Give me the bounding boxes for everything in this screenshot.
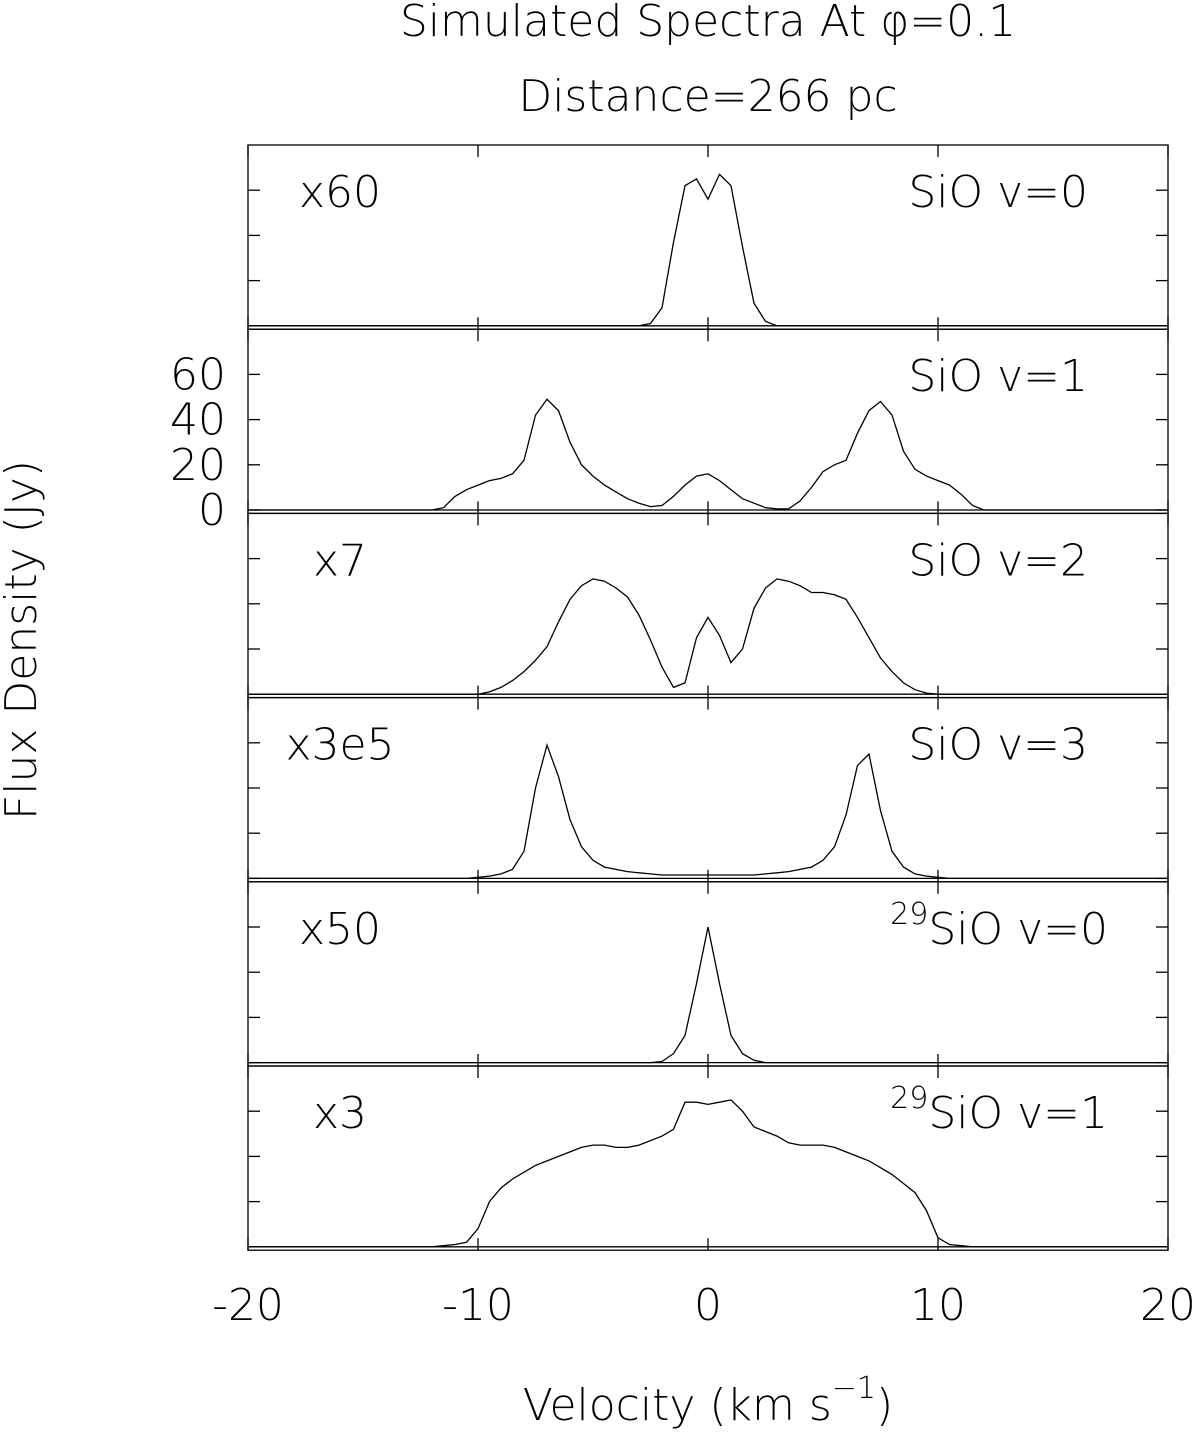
spectrum-line [248, 173, 1168, 327]
spectrum-line [248, 926, 1168, 1064]
y-tick-label: 40 [170, 395, 226, 446]
isotope-label: 29 [890, 1081, 928, 1116]
x-tick-label: -20 [212, 1280, 284, 1331]
x-tick-label: 10 [910, 1280, 966, 1331]
spectrum-line [248, 398, 1168, 511]
spectrum-line [248, 578, 1168, 695]
molecule-label: SiO v=0 [928, 904, 1108, 955]
scale-label: x7 [313, 535, 367, 586]
spectrum-line [248, 742, 1168, 880]
x-axis-label-end: ) [876, 1380, 893, 1431]
chart-subtitle: Distance=266 pc [518, 71, 897, 122]
scale-label: x3 [313, 1088, 367, 1139]
molecule-label: SiO v=1 [908, 351, 1088, 402]
line-label: SiO v=0 [908, 167, 1088, 218]
line-label: SiO v=2 [908, 535, 1088, 586]
molecule-label: SiO v=1 [928, 1088, 1108, 1139]
x-tick-label: 20 [1140, 1280, 1196, 1331]
x-axis-label-text: Velocity (km s [523, 1380, 832, 1431]
molecule-label: SiO v=3 [908, 720, 1088, 771]
line-label: 29SiO v=1 [890, 1081, 1108, 1139]
line-label: SiO v=3 [908, 720, 1088, 771]
y-axis-label: Flux Density (Jy) [0, 460, 47, 820]
chart-title: Simulated Spectra At φ=0.1 [400, 0, 1016, 47]
molecule-label: SiO v=0 [908, 167, 1088, 218]
isotope-label: 29 [890, 897, 928, 932]
line-label: SiO v=1 [908, 351, 1088, 402]
spectrum-line [248, 1099, 1168, 1248]
x-axis-label: Velocity (km s−1) [523, 1371, 893, 1431]
x-tick-label: 0 [694, 1280, 722, 1331]
scale-label: x60 [299, 167, 381, 218]
x-tick-label: -10 [442, 1280, 514, 1331]
y-tick-label: 0 [198, 485, 226, 536]
y-tick-label: 60 [170, 349, 226, 400]
scale-label: x50 [299, 904, 381, 955]
y-tick-label: 20 [170, 440, 226, 491]
molecule-label: SiO v=2 [908, 535, 1088, 586]
scale-label: x3e5 [285, 720, 394, 771]
x-axis-label-exponent: −1 [832, 1371, 876, 1406]
line-label: 29SiO v=0 [890, 897, 1108, 955]
